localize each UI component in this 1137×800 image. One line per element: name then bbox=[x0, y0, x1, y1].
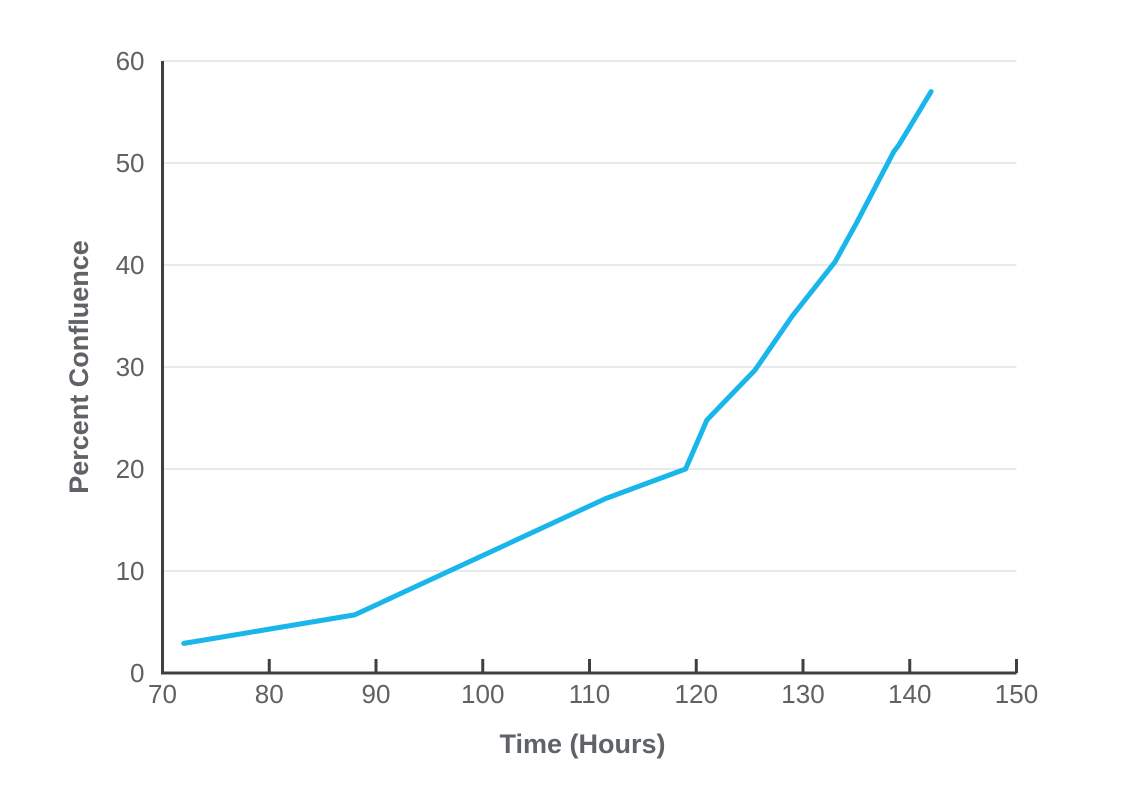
x-tick-label: 100 bbox=[461, 679, 504, 709]
x-axis-title: Time (Hours) bbox=[499, 729, 666, 759]
y-tick-label: 10 bbox=[116, 556, 145, 586]
y-tick-label: 50 bbox=[116, 148, 145, 178]
data-line bbox=[181, 89, 934, 646]
y-tick-label: 60 bbox=[116, 46, 145, 76]
y-tick-label: 20 bbox=[116, 454, 145, 484]
x-tick-label: 150 bbox=[995, 679, 1038, 709]
x-tick-label: 120 bbox=[675, 679, 718, 709]
x-tick-label: 90 bbox=[362, 679, 391, 709]
x-tick-label: 130 bbox=[781, 679, 824, 709]
x-tick-label: 70 bbox=[148, 679, 177, 709]
x-tick-label: 110 bbox=[569, 679, 610, 709]
y-tick-label: 30 bbox=[116, 352, 145, 382]
y-tick-label: 40 bbox=[116, 250, 145, 280]
y-axis-title: Percent Confluence bbox=[64, 240, 95, 494]
y-tick-label: 0 bbox=[130, 658, 144, 688]
x-tick-label: 140 bbox=[888, 679, 931, 709]
x-tick-label: 80 bbox=[255, 679, 284, 709]
